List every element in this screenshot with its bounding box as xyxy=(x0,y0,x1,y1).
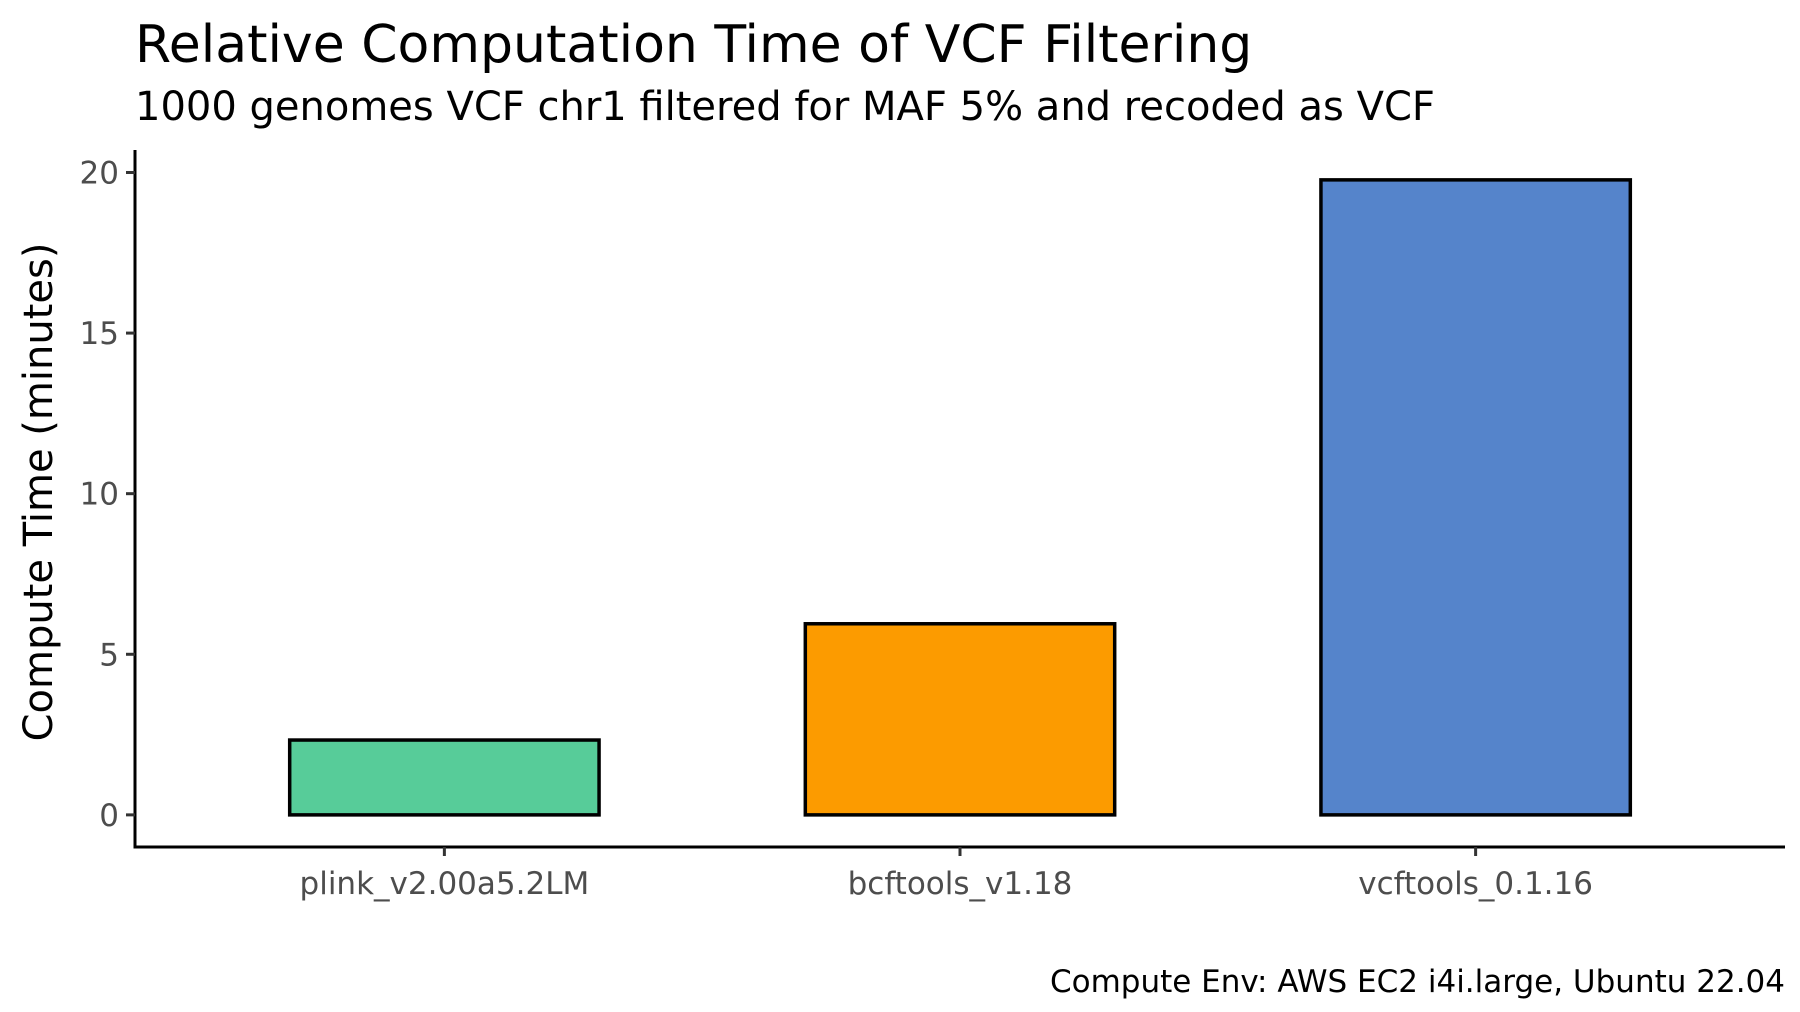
bar-bcftools_v1.18 xyxy=(803,622,1117,817)
x-tick-label-bcftools_v1.18: bcftools_v1.18 xyxy=(848,866,1073,902)
y-axis-title: Compute Time (minutes) xyxy=(16,243,62,742)
x-tick-label-plink_v2.00a5.2LM: plink_v2.00a5.2LM xyxy=(300,866,590,902)
y-tick-label-15: 15 xyxy=(80,316,119,352)
y-tick-label-0: 0 xyxy=(99,798,119,834)
x-tick-label-vcftools_0.1.16: vcftools_0.1.16 xyxy=(1358,866,1593,902)
bar-plink_v2.00a5.2LM xyxy=(287,738,601,817)
plot-area: 0 5 10 15 20 plink_v2.00a5.2LM bcftools_v1.18 v… xyxy=(80,150,1785,902)
y-tick-label-20: 20 xyxy=(80,155,119,191)
chart-title: Relative Computation Time of VCF Filteri… xyxy=(135,15,1252,75)
bar-vcftools_0.1.16 xyxy=(1319,178,1633,817)
chart-subtitle: 1000 genomes VCF chr1 filtered for MAF 5… xyxy=(135,84,1435,130)
chart-caption: Compute Env: AWS EC2 i4i.large, Ubuntu 2… xyxy=(1050,964,1785,1000)
y-tick-label-10: 10 xyxy=(80,477,119,513)
y-tick-label-5: 5 xyxy=(99,637,119,673)
